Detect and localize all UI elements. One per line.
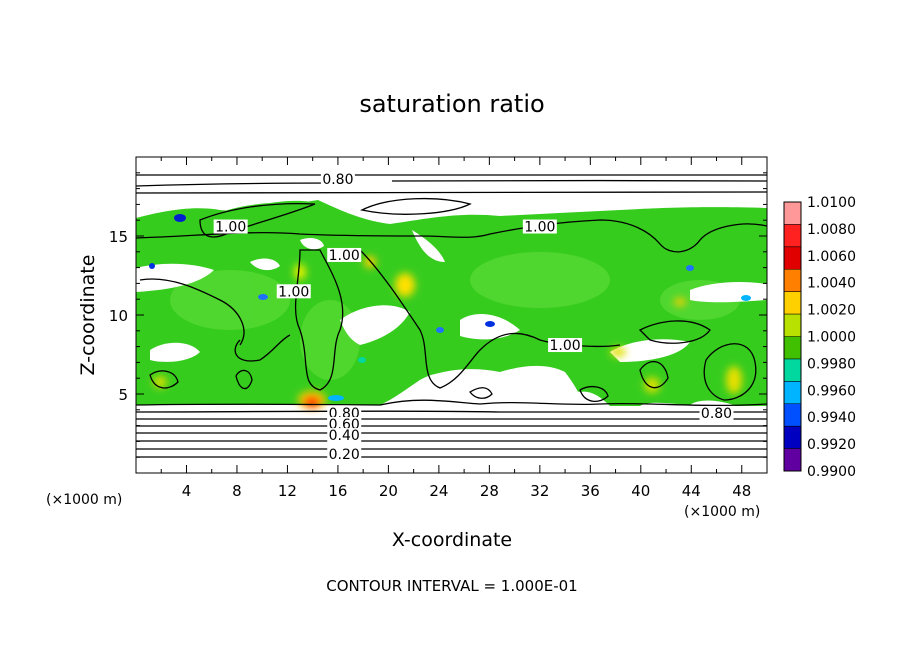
- chart-title: saturation ratio: [359, 90, 544, 118]
- contour-label-bg: [327, 417, 362, 432]
- subsaturation-spots: [149, 214, 751, 401]
- y-tick-labels: 5 10 15: [109, 228, 128, 404]
- contour-label: 1.00: [329, 248, 360, 264]
- y-tick-marks: [136, 172, 767, 458]
- colorbar-level: 1.0060: [807, 249, 856, 265]
- x-tick-label: 8: [232, 482, 242, 500]
- x-tick-marks: [160, 157, 743, 473]
- contour-label: 0.40: [329, 428, 360, 444]
- x-tick-label: 20: [379, 482, 398, 500]
- colorbar-labels: 1.0100 1.0080 1.0060 1.0040 1.0020 1.0000 0.99…: [807, 195, 856, 480]
- colorbar-level: 1.0020: [807, 303, 856, 319]
- contour-label-bg: [327, 405, 362, 420]
- colorbar-level: 0.9900: [807, 464, 856, 480]
- x-tick-label: 32: [530, 482, 549, 500]
- contour-label: 1.00: [524, 220, 555, 236]
- contour-label: 1.00: [549, 338, 580, 354]
- moist-region: [136, 200, 767, 406]
- colorbar-band: [784, 426, 801, 449]
- contour-label: 1.00: [278, 284, 309, 300]
- y-tick-label: 5: [118, 386, 128, 404]
- x-tick-label: 44: [682, 482, 701, 500]
- colorbar-level: 1.0000: [807, 330, 856, 346]
- colorbar-band: [784, 336, 801, 359]
- y-axis-label: Z-coordinate: [77, 255, 99, 376]
- colorbar-level: 0.9960: [807, 383, 856, 399]
- colorbar-band: [784, 291, 801, 315]
- contour-label-bg: [327, 447, 362, 462]
- contour-label: 0.80: [322, 172, 353, 188]
- x-unit-label: (×1000 m): [684, 504, 760, 520]
- contour-label-bg: [213, 219, 248, 234]
- contour-label-bg: [522, 219, 557, 234]
- colorbar-level: 0.9920: [807, 437, 856, 453]
- x-tick-label: 16: [328, 482, 347, 500]
- colorbar-level: 1.0080: [807, 222, 856, 238]
- contour-label: 1.00: [215, 220, 246, 236]
- z-unit-label: (×1000 m): [46, 492, 122, 508]
- colorbar-band: [784, 202, 801, 225]
- x-tick-label: 36: [581, 482, 600, 500]
- x-tick-label: 40: [631, 482, 650, 500]
- x-tick-label: 12: [278, 482, 297, 500]
- contour-label-bg: [699, 405, 734, 420]
- contour-label: 0.80: [701, 406, 732, 422]
- contour-lines: [136, 174, 767, 458]
- contour-label-bg: [548, 338, 583, 353]
- contour-label-bg: [276, 284, 311, 299]
- x-tick-label: 24: [429, 482, 448, 500]
- colorbar-level: 0.9980: [807, 356, 856, 372]
- x-tick-label: 4: [182, 482, 192, 500]
- x-tick-label: 28: [480, 482, 499, 500]
- contour-label-bg: [320, 172, 355, 187]
- colorbar: [783, 201, 802, 472]
- contour-interval: CONTOUR INTERVAL = 1.000E-01: [326, 577, 577, 595]
- colorbar-band: [784, 314, 801, 337]
- colorbar-band: [784, 403, 801, 427]
- colorbar-band: [784, 224, 801, 247]
- x-tick-label: 48: [732, 482, 751, 500]
- colorbar-band: [784, 358, 801, 382]
- y-tick-label: 15: [109, 228, 128, 246]
- contour-label-bg: [327, 428, 362, 443]
- colorbar-band: [784, 381, 801, 404]
- colorbar-level: 1.0100: [807, 195, 856, 211]
- saturation-field: [136, 157, 767, 473]
- colorbar-level: 0.9940: [807, 410, 856, 426]
- x-tick-labels: 4 8 12 16 20 24 28 32 36 40 44 48: [182, 482, 752, 500]
- colorbar-band: [784, 246, 801, 270]
- x-axis-label: X-coordinate: [392, 529, 512, 551]
- contour-label: 0.20: [329, 447, 360, 463]
- contour-label-layer: 0.801.00 1.001.001.001.000.800.600.400.80…: [213, 172, 734, 463]
- colorbar-band: [784, 448, 801, 471]
- colorbar-band: [784, 269, 801, 292]
- colorbar-level: 1.0040: [807, 276, 856, 292]
- contour-label-bg: [327, 247, 362, 262]
- y-tick-label: 10: [109, 307, 128, 325]
